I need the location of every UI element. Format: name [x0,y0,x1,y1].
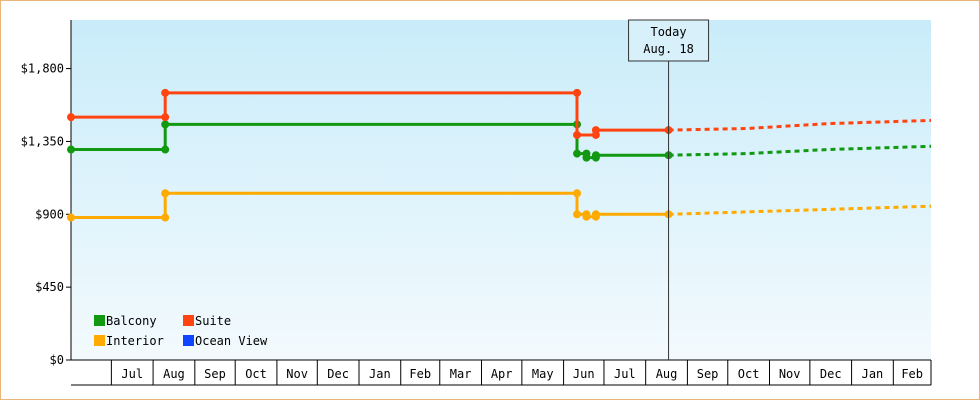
series-forecast-suite [668,118,932,132]
data-point-interior [591,210,600,219]
today-date: Aug. 18 [643,42,694,56]
x-month-label: Feb [901,367,923,381]
x-month-label: Sep [697,367,719,381]
series-forecast-balcony [668,144,932,157]
data-point-balcony [161,120,170,129]
x-month-label: Feb [409,367,431,381]
x-month-label: Oct [245,367,267,381]
data-point-suite [161,88,170,97]
x-month-label: Jan [862,367,884,381]
data-point-balcony [582,153,591,162]
x-month-label: Apr [491,367,513,381]
x-month-label: Aug [656,367,678,381]
data-point-interior [573,189,582,198]
x-axis: Jul Aug Sep Oct Nov Dec Jan Feb Mar Apr May Jun Jul A… [71,359,932,386]
data-point-suite [161,113,170,122]
y-tick-label: $900 [35,207,64,221]
data-point-interior [582,212,591,221]
series-forecast-interior [668,204,932,216]
data-point-suite [573,88,582,97]
data-point-interior [161,213,170,222]
y-tick-label: $1,350 [21,134,64,148]
x-month-label: Oct [738,367,760,381]
data-point-interior [67,213,75,222]
legend-label-balcony: Balcony [106,314,157,328]
legend-label-ocean-view: Ocean View [195,334,268,348]
x-month-label: Nov [286,367,308,381]
x-month-label: Aug [163,367,185,381]
today-marker: Today Aug. 18 [628,19,710,360]
legend-label-interior: Interior [106,334,164,348]
y-tick-label: $450 [35,280,64,294]
x-month-label: Dec [327,367,349,381]
data-point-interior [161,189,170,198]
data-point-balcony [161,145,170,154]
data-point-suite [67,113,75,122]
data-point-balcony [591,151,600,160]
data-point-balcony [67,145,75,154]
legend-swatch-interior [94,335,105,346]
legend: Balcony Suite Interior Ocean View [94,314,268,348]
x-month-label: Mar [450,367,472,381]
legend-swatch-ocean-view [183,335,194,346]
legend-swatch-suite [183,315,194,326]
data-point-suite [573,130,582,139]
x-month-label: Dec [820,367,842,381]
x-month-label: Jul [121,367,143,381]
x-month-label: May [532,367,554,381]
legend-label-suite: Suite [195,314,231,328]
x-month-label: Sep [204,367,226,381]
series-layer [67,88,932,222]
today-box [628,19,710,62]
x-month-label: Nov [779,367,801,381]
y-tick-label: $1,800 [21,62,64,76]
y-tick-label: $0 [50,353,64,367]
data-point-interior [573,210,582,219]
x-month-label: Jun [573,367,595,381]
plot-background [71,20,931,360]
data-point-suite [591,126,600,135]
data-point-balcony [573,149,582,158]
y-axis: $0 $450 $900 $1,350 $1,800 [21,20,72,367]
today-label: Today [650,25,686,39]
x-month-label: Jan [369,367,391,381]
x-month-label: Jul [614,367,636,381]
legend-swatch-balcony [94,315,105,326]
